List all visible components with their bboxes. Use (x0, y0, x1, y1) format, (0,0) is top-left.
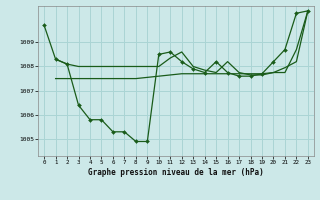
X-axis label: Graphe pression niveau de la mer (hPa): Graphe pression niveau de la mer (hPa) (88, 168, 264, 177)
